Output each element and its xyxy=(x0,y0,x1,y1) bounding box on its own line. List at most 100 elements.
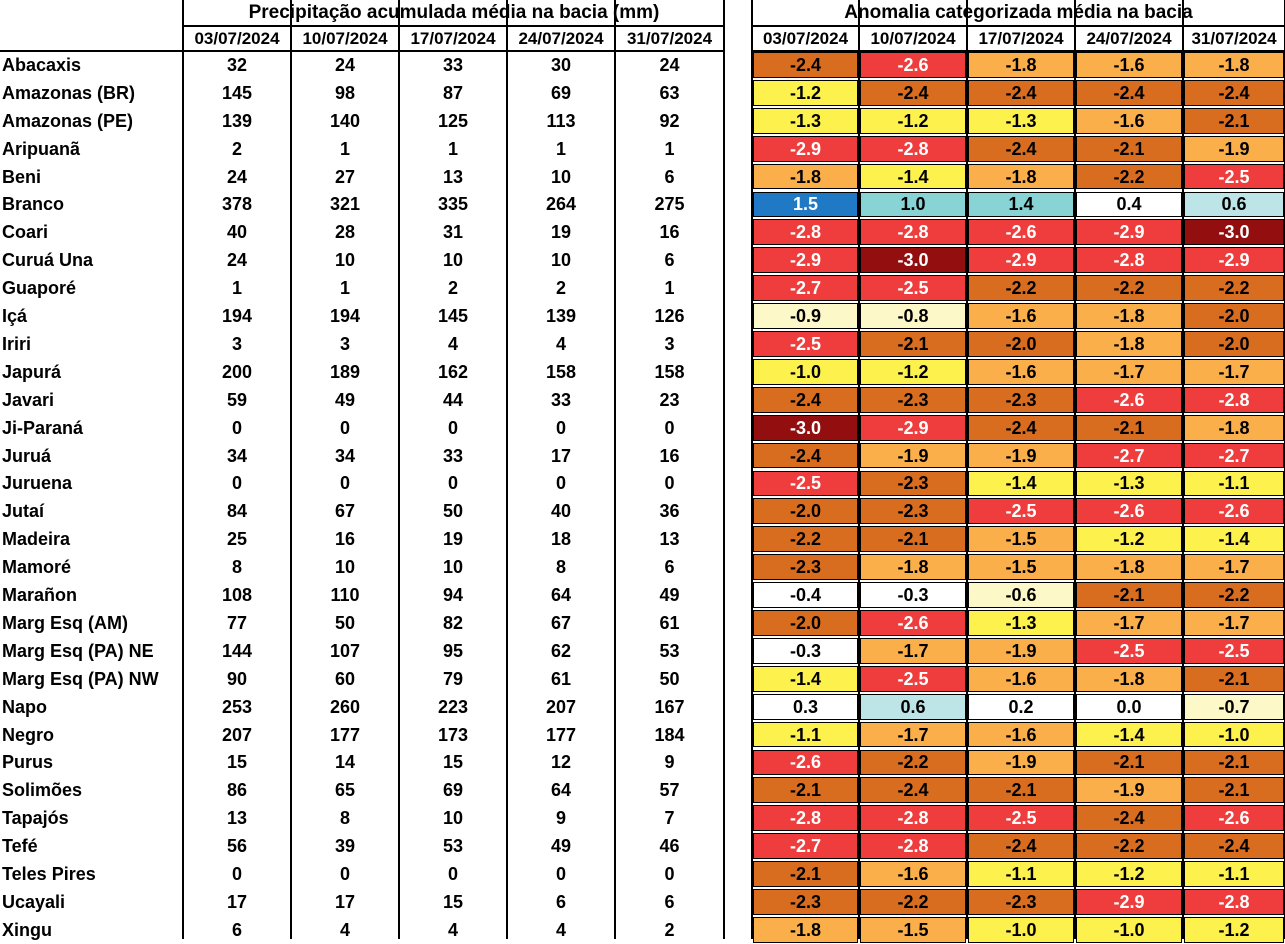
basin-name: Tapajós xyxy=(0,804,183,832)
basin-name: Juruena xyxy=(0,470,183,498)
precip-value: 3 xyxy=(183,330,291,358)
anomaly-cell: -1.1 xyxy=(753,722,858,748)
anomaly-cell: -2.1 xyxy=(1184,666,1284,692)
precip-value: 15 xyxy=(399,749,507,777)
anomaly-cell: -2.3 xyxy=(860,498,966,524)
anomaly-cell: -2.4 xyxy=(753,52,858,78)
precip-value: 46 xyxy=(615,832,724,860)
precip-value: 6 xyxy=(183,916,291,944)
anomaly-cell: -2.4 xyxy=(860,777,966,803)
precip-value: 200 xyxy=(183,358,291,386)
anomaly-cell: -1.2 xyxy=(860,359,966,385)
anomaly-cell: -1.4 xyxy=(1184,526,1284,552)
precip-value: 0 xyxy=(615,414,724,442)
precip-value: 17 xyxy=(507,442,615,470)
anomaly-cell: 1.0 xyxy=(860,192,966,218)
anomaly-cell: -2.9 xyxy=(1076,219,1182,245)
anomaly-cell: -1.3 xyxy=(968,610,1074,636)
anomaly-cell: -3.0 xyxy=(1184,219,1284,245)
precip-value: 140 xyxy=(291,107,399,135)
basin-name: Guaporé xyxy=(0,274,183,302)
precip-value: 62 xyxy=(507,637,615,665)
precip-value: 145 xyxy=(399,302,507,330)
precip-value: 50 xyxy=(615,665,724,693)
precip-value: 15 xyxy=(183,749,291,777)
precip-value: 4 xyxy=(399,330,507,358)
anomaly-cell: -1.5 xyxy=(968,554,1074,580)
precip-value: 6 xyxy=(615,888,724,916)
precip-value: 0 xyxy=(615,860,724,888)
precip-value: 10 xyxy=(399,553,507,581)
left-table-title: Precipitação acumulada média na bacia (m… xyxy=(183,0,725,25)
precip-value: 173 xyxy=(399,721,507,749)
precip-value: 260 xyxy=(291,693,399,721)
anomaly-cell: -1.6 xyxy=(968,359,1074,385)
precip-value: 0 xyxy=(615,470,724,498)
anomaly-cell: -2.2 xyxy=(1184,275,1284,301)
anomaly-cell: -2.4 xyxy=(968,80,1074,106)
right-table-title: Anomalia categorizada média na bacia xyxy=(752,0,1285,25)
anomaly-cell: 0.4 xyxy=(1076,192,1182,218)
precip-value: 61 xyxy=(507,665,615,693)
precip-value: 82 xyxy=(399,609,507,637)
precip-value: 6 xyxy=(507,888,615,916)
precip-value: 139 xyxy=(183,107,291,135)
precip-value: 40 xyxy=(507,497,615,525)
precip-value: 49 xyxy=(291,386,399,414)
anomaly-cell: -1.7 xyxy=(1076,610,1182,636)
precip-value: 110 xyxy=(291,581,399,609)
precip-value: 12 xyxy=(507,749,615,777)
anomaly-cell: -2.4 xyxy=(753,443,858,469)
anomaly-cell: -1.3 xyxy=(1076,471,1182,497)
precip-value: 13 xyxy=(183,804,291,832)
precip-value: 92 xyxy=(615,107,724,135)
precip-value: 2 xyxy=(507,274,615,302)
precip-value: 126 xyxy=(615,302,724,330)
anomaly-cell: -2.5 xyxy=(1184,164,1284,190)
anomaly-cell: -2.7 xyxy=(753,833,858,859)
precip-value: 16 xyxy=(615,218,724,246)
precip-value: 223 xyxy=(399,693,507,721)
precip-value: 23 xyxy=(615,386,724,414)
precip-value: 0 xyxy=(183,860,291,888)
anomaly-cell: -2.2 xyxy=(1184,582,1284,608)
anomaly-cell: -2.8 xyxy=(1184,889,1284,915)
anomaly-cell: -2.7 xyxy=(1184,443,1284,469)
precip-value: 10 xyxy=(399,246,507,274)
precip-value: 4 xyxy=(399,916,507,944)
anomaly-cell: -1.9 xyxy=(968,443,1074,469)
precip-value: 1 xyxy=(399,135,507,163)
anomaly-cell: -1.6 xyxy=(968,722,1074,748)
precip-value: 0 xyxy=(507,414,615,442)
precip-value: 7 xyxy=(615,804,724,832)
anomaly-cell: -2.1 xyxy=(1184,108,1284,134)
anomaly-cell: -2.5 xyxy=(968,805,1074,831)
anomaly-cell: -1.9 xyxy=(1076,777,1182,803)
basin-name: Marg Esq (AM) xyxy=(0,609,183,637)
anomaly-cell: -2.7 xyxy=(1076,443,1182,469)
anomaly-cell: -2.4 xyxy=(968,833,1074,859)
anomaly-cell: -2.7 xyxy=(753,275,858,301)
precip-value: 77 xyxy=(183,609,291,637)
anomaly-cell: -2.6 xyxy=(1184,805,1284,831)
basin-name: Curuá Una xyxy=(0,246,183,274)
anomaly-cell: -1.4 xyxy=(1076,722,1182,748)
anomaly-cell: -2.6 xyxy=(1076,387,1182,413)
precip-value: 63 xyxy=(615,79,724,107)
precip-value: 8 xyxy=(291,804,399,832)
precip-value: 24 xyxy=(615,51,724,79)
anomaly-cell: 0.6 xyxy=(860,694,966,720)
anomaly-cell: -1.0 xyxy=(1184,722,1284,748)
anomaly-cell: -2.4 xyxy=(1076,805,1182,831)
anomaly-cell: -1.9 xyxy=(968,638,1074,664)
anomaly-cell: -1.1 xyxy=(968,861,1074,887)
precip-value: 1 xyxy=(291,135,399,163)
anomaly-cell: -1.7 xyxy=(1184,610,1284,636)
anomaly-cell: -2.9 xyxy=(1076,889,1182,915)
precip-value: 36 xyxy=(615,497,724,525)
anomaly-cell: -2.6 xyxy=(1184,498,1284,524)
anomaly-cell: -0.3 xyxy=(753,638,858,664)
basin-name: Marg Esq (PA) NW xyxy=(0,665,183,693)
precip-value: 24 xyxy=(291,51,399,79)
